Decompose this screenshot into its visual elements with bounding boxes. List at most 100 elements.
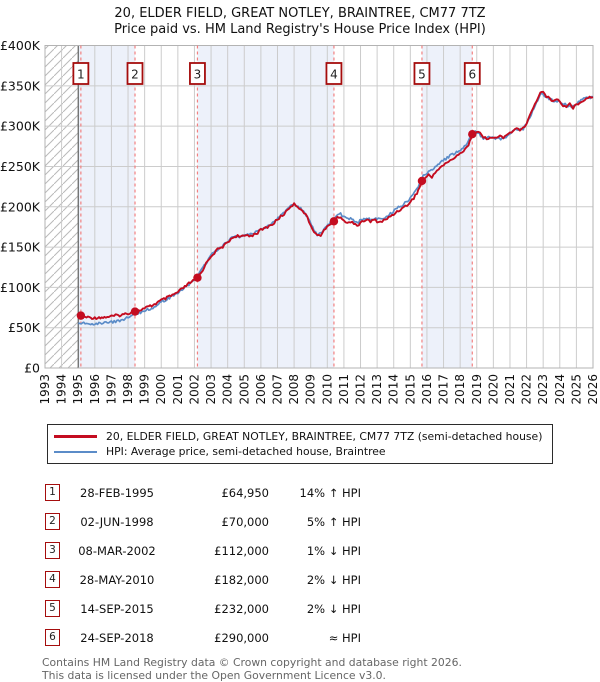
y-tick-label: £250K bbox=[0, 159, 41, 174]
x-tick-label: 2003 bbox=[204, 374, 218, 405]
sale-number-box bbox=[189, 62, 206, 85]
sale-point bbox=[130, 307, 140, 316]
sale-number-box bbox=[72, 62, 90, 85]
sale-vs-hpi: 1% ↓ HPI bbox=[306, 543, 361, 558]
sale-number-badge: 2 bbox=[45, 513, 60, 530]
x-tick-label: 2017 bbox=[437, 374, 451, 405]
grid bbox=[45, 45, 593, 368]
x-tick-label: 2002 bbox=[187, 374, 201, 405]
legend-label: HPI: Average price, semi-detached house,… bbox=[106, 445, 386, 458]
sale-price: £112,000 bbox=[214, 543, 269, 558]
sale-vs-hpi: 2% ↓ HPI bbox=[306, 601, 361, 616]
x-tick-label: 2010 bbox=[320, 374, 334, 405]
hpi-line bbox=[78, 92, 594, 326]
plot-border bbox=[44, 45, 594, 369]
sale-point bbox=[193, 273, 202, 282]
x-tick-label: 2000 bbox=[154, 374, 168, 405]
copyright-footer: Contains HM Land Registry data © Crown c… bbox=[42, 656, 600, 682]
x-tick-label: 1997 bbox=[104, 374, 118, 405]
x-tick-label: 2022 bbox=[520, 374, 534, 405]
x-tick-label: 2001 bbox=[171, 374, 185, 405]
sale-number-badge: 3 bbox=[45, 542, 60, 559]
legend-item-price-paid: 20, ELDER FIELD, GREAT NOTLEY, BRAINTREE… bbox=[54, 429, 542, 444]
sale-number-label: 2 bbox=[131, 68, 139, 82]
y-tick-label: £300K bbox=[0, 119, 41, 134]
sale-number-box bbox=[413, 62, 431, 85]
sale-date: 24-SEP-2018 bbox=[80, 630, 154, 645]
x-tick-label: 2012 bbox=[354, 374, 368, 405]
sale-point bbox=[76, 311, 86, 320]
x-tick-label: 2004 bbox=[221, 374, 235, 405]
sale-number-label: 3 bbox=[194, 68, 202, 82]
sale-vs-hpi: ≈ HPI bbox=[328, 630, 361, 645]
sale-number-badge: 4 bbox=[45, 571, 60, 588]
x-tick-label: 1996 bbox=[88, 374, 102, 405]
sale-number-label: 4 bbox=[330, 68, 338, 82]
x-tick-label: 2015 bbox=[403, 374, 417, 405]
sale-number-box bbox=[325, 62, 343, 85]
x-tick-label: 2018 bbox=[453, 374, 467, 405]
legend-item-hpi: HPI: Average price, semi-detached house,… bbox=[54, 444, 542, 459]
chart-title-line1: 20, ELDER FIELD, GREAT NOTLEY, BRAINTREE… bbox=[114, 6, 486, 21]
legend-label: 20, ELDER FIELD, GREAT NOTLEY, BRAINTREE… bbox=[106, 430, 543, 443]
sale-price: £64,950 bbox=[221, 485, 269, 500]
x-tick-label: 1995 bbox=[71, 374, 85, 405]
y-tick-label: £150K bbox=[0, 240, 41, 255]
y-tick-label: £0 bbox=[24, 361, 40, 376]
x-tick-label: 2016 bbox=[420, 374, 434, 405]
sale-vs-hpi: 14% ↑ HPI bbox=[299, 485, 361, 500]
x-tick-label: 2013 bbox=[370, 374, 384, 405]
sale-number-badge: 1 bbox=[45, 484, 60, 501]
x-tick-label: 2026 bbox=[586, 374, 600, 405]
chart-title: 20, ELDER FIELD, GREAT NOTLEY, BRAINTREE… bbox=[0, 0, 600, 40]
x-tick-label: 2006 bbox=[254, 374, 268, 405]
sale-row: 3 08-MAR-2002 £112,000 1% ↓ HPI bbox=[45, 536, 600, 565]
x-tick-label: 2020 bbox=[486, 374, 500, 405]
sale-point bbox=[468, 129, 477, 139]
y-axis-labels: £0 £50K £100K £150K £200K £250K £300K £350K £400… bbox=[0, 40, 41, 376]
x-tick-label: 2008 bbox=[287, 374, 301, 405]
sale-date: 28-FEB-1995 bbox=[80, 485, 154, 500]
x-tick-label: 2011 bbox=[337, 374, 351, 405]
chart-title-line2: Price paid vs. HM Land Registry's House … bbox=[114, 22, 486, 37]
sale-row: 5 14-SEP-2015 £232,000 2% ↓ HPI bbox=[45, 594, 600, 623]
sale-vs-hpi: 2% ↓ HPI bbox=[306, 572, 361, 587]
sale-date: 28-MAY-2010 bbox=[79, 572, 155, 587]
x-tick-label: 2014 bbox=[387, 374, 401, 405]
sale-number-box bbox=[463, 62, 481, 85]
x-tick-label: 1999 bbox=[138, 374, 152, 405]
x-axis-labels: 1993 1994 1995 1996 1997 1998 1999 2000 2001 2002… bbox=[38, 374, 600, 405]
x-tick-label: 2021 bbox=[503, 374, 517, 405]
sales-table: 1 28-FEB-1995 £64,950 14% ↑ HPI 2 02-JUN-1998… bbox=[45, 478, 600, 652]
x-tick-label: 1994 bbox=[55, 374, 69, 405]
x-tick-label: 2007 bbox=[270, 374, 284, 405]
sale-row: 6 24-SEP-2018 £290,000 ≈ HPI bbox=[45, 623, 600, 652]
sale-number-boxes: 1 2 3 4 5 6 bbox=[72, 62, 481, 85]
x-tick-label: 2024 bbox=[553, 374, 567, 405]
sale-row: 2 02-JUN-1998 £70,000 5% ↑ HPI bbox=[45, 507, 600, 536]
sale-row: 1 28-FEB-1995 £64,950 14% ↑ HPI bbox=[45, 478, 600, 507]
sale-number-label: 1 bbox=[77, 68, 85, 82]
footer-line2: This data is licensed under the Open Gov… bbox=[42, 669, 386, 682]
sale-date: 14-SEP-2015 bbox=[80, 601, 154, 616]
price-paid-line bbox=[77, 90, 594, 320]
hpi-line-swatch bbox=[54, 450, 97, 453]
sale-number-box bbox=[126, 62, 144, 85]
x-tick-label: 2009 bbox=[304, 374, 318, 405]
y-tick-label: £350K bbox=[0, 78, 41, 93]
footer-line1: Contains HM Land Registry data © Crown c… bbox=[42, 656, 462, 669]
y-tick-label: £100K bbox=[0, 280, 41, 295]
sale-point bbox=[329, 217, 339, 226]
x-tick-label: 2025 bbox=[569, 374, 583, 405]
y-tick-label: £400K bbox=[0, 40, 41, 53]
sale-price: £70,000 bbox=[221, 514, 269, 529]
sale-date: 02-JUN-1998 bbox=[80, 514, 154, 529]
x-tick-label: 1998 bbox=[121, 374, 135, 405]
x-tick-label: 2005 bbox=[237, 374, 251, 405]
chart-legend: 20, ELDER FIELD, GREAT NOTLEY, BRAINTREE… bbox=[47, 424, 554, 464]
sale-price: £290,000 bbox=[214, 630, 269, 645]
x-tick-label: 2019 bbox=[470, 374, 484, 405]
y-tick-label: £50K bbox=[8, 320, 41, 335]
sale-date: 08-MAR-2002 bbox=[78, 543, 156, 558]
